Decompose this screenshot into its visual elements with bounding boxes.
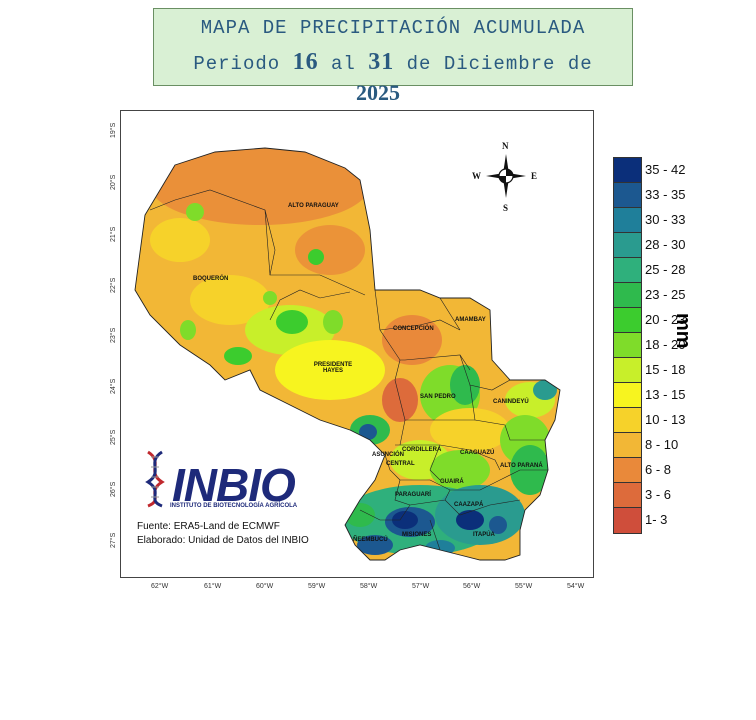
legend-swatch xyxy=(614,508,641,533)
legend-swatch xyxy=(614,483,641,508)
x-tick-57w: 57°W xyxy=(412,583,430,590)
dept-concepcion: CONCEPCIÓN xyxy=(393,326,434,332)
dept-amambay: AMAMBAY xyxy=(455,317,486,323)
legend-label: 3 - 6 xyxy=(645,487,672,502)
country-border xyxy=(134,147,561,561)
dept-presidente-hayes: PRESIDENTE HAYES xyxy=(313,362,353,374)
legend-label: 20 - 23 xyxy=(645,312,686,327)
x-tick-55w: 55°W xyxy=(515,583,533,590)
legend-label: 33 - 35 xyxy=(645,187,686,202)
legend-swatch xyxy=(614,358,641,383)
legend-label: 13 - 15 xyxy=(645,387,686,402)
legend-label: 23 - 25 xyxy=(645,287,686,302)
title-connector: al xyxy=(330,53,356,75)
logo-subtitle: INSTITUTO DE BIOTECNOLOGÍA AGRÍCOLA xyxy=(170,503,298,509)
y-tick-22s: 22°S xyxy=(110,277,117,293)
x-tick-56w: 56°W xyxy=(463,583,481,590)
legend-label: 8 - 10 xyxy=(645,437,679,452)
legend-swatch xyxy=(614,208,641,233)
title-month: de Diciembre de xyxy=(406,53,593,75)
compass-s: S xyxy=(503,203,509,213)
legend-swatch xyxy=(614,333,641,358)
dept-central: CENTRAL xyxy=(386,461,415,467)
dept-canindeyu: CANINDEYÚ xyxy=(493,399,529,405)
x-tick-61w: 61°W xyxy=(204,583,222,590)
legend-swatch xyxy=(614,258,641,283)
y-tick-24s: 24°S xyxy=(110,378,117,394)
dept-asuncion: ASUNCIÓN xyxy=(372,452,405,458)
compass-w: W xyxy=(472,171,481,181)
legend-label: 15 - 18 xyxy=(645,362,686,377)
y-tick-25s: 25°S xyxy=(110,429,117,445)
title-day-end: 31 xyxy=(368,49,395,75)
legend-label: 18 - 20 xyxy=(645,337,686,352)
legend-swatch xyxy=(614,183,641,208)
y-tick-21s: 21°S xyxy=(110,226,117,242)
title-line1: MAPA DE PRECIPITACIÓN ACUMULADA xyxy=(200,17,586,39)
legend-label: 35 - 42 xyxy=(645,162,686,177)
dept-itapua: ITAPÚA xyxy=(473,532,495,538)
legend-label: 1- 3 xyxy=(645,512,668,527)
compass-rose-icon xyxy=(486,154,526,198)
legend-label: 10 - 13 xyxy=(645,412,686,427)
y-tick-27s: 27°S xyxy=(110,532,117,548)
legend-swatch xyxy=(614,458,641,483)
dept-boqueron: BOQUERÓN xyxy=(193,276,229,282)
legend-swatch xyxy=(614,408,641,433)
legend xyxy=(613,157,642,534)
logo-name: INBIO xyxy=(172,459,296,511)
dept-paraguari: PARAGUARÍ xyxy=(395,492,431,498)
dna-helix-icon xyxy=(145,450,165,508)
legend-swatch xyxy=(614,233,641,258)
title-line2: Periodo 16 al 31 de Diciembre de xyxy=(154,49,632,76)
compass-e: E xyxy=(531,171,538,181)
dept-misiones: MISIONES xyxy=(402,532,432,538)
title-box: MAPA DE PRECIPITACIÓN ACUMULADA Periodo … xyxy=(153,8,633,86)
dept-caaguazu: CAAGUAZÚ xyxy=(460,450,495,456)
dept-cordillera: CORDILLERA xyxy=(402,447,442,453)
legend-label: 28 - 30 xyxy=(645,237,686,252)
legend-label: 30 - 33 xyxy=(645,212,686,227)
legend-swatch xyxy=(614,283,641,308)
dept-guaira: GUAIRÁ xyxy=(440,479,464,485)
y-tick-20s: 20°S xyxy=(110,174,117,190)
x-tick-62w: 62°W xyxy=(151,583,169,590)
x-tick-54w: 54°W xyxy=(567,583,585,590)
legend-unit: mm xyxy=(672,313,694,349)
title-day-start: 16 xyxy=(292,49,319,75)
y-tick-23s: 23°S xyxy=(110,327,117,343)
compass-n: N xyxy=(502,141,509,151)
y-tick-19s: 19°S xyxy=(110,122,117,138)
dept-neembucu: ÑEEMBUCÚ xyxy=(353,537,388,543)
legend-label: 6 - 8 xyxy=(645,462,672,477)
dept-san-pedro: SAN PEDRO xyxy=(420,394,456,400)
x-tick-60w: 60°W xyxy=(256,583,274,590)
dept-caazapa: CAAZAPÁ xyxy=(454,502,484,508)
legend-swatch xyxy=(614,433,641,458)
x-tick-59w: 59°W xyxy=(308,583,326,590)
x-tick-58w: 58°W xyxy=(360,583,378,590)
source-line2: Elaborado: Unidad de Datos del INBIO xyxy=(137,535,309,546)
y-tick-26s: 26°S xyxy=(110,481,117,497)
legend-swatch xyxy=(614,158,641,183)
source-line1: Fuente: ERA5-Land de ECMWF xyxy=(137,521,280,532)
legend-label: 25 - 28 xyxy=(645,262,686,277)
dept-alto-parana: ALTO PARANÁ xyxy=(500,463,543,469)
legend-swatch xyxy=(614,383,641,408)
legend-swatch xyxy=(614,308,641,333)
title-year: 2025 xyxy=(356,80,400,105)
dept-alto-paraguay: ALTO PARAGUAY xyxy=(288,203,339,209)
title-period-prefix: Periodo xyxy=(193,53,281,75)
